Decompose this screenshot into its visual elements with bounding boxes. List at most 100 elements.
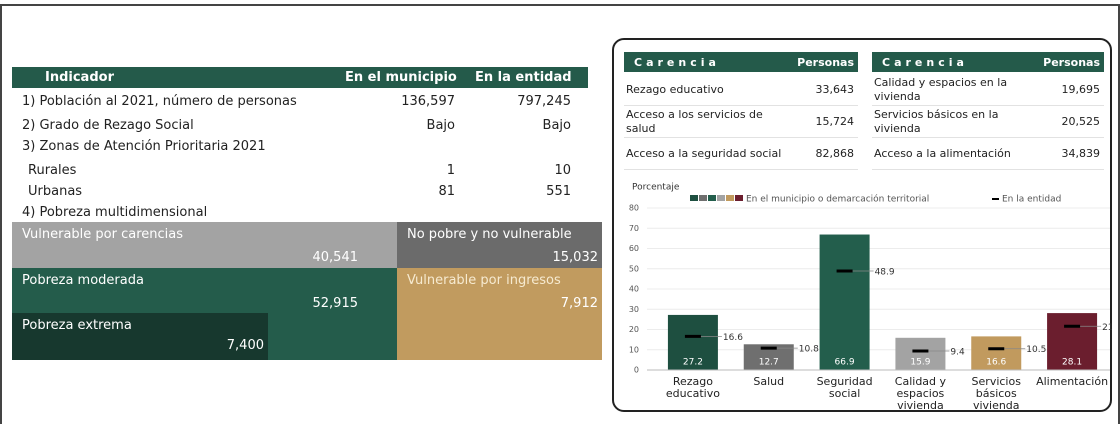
tile-value: 7,912 [560,296,598,311]
bar [971,336,1022,370]
entity-value-label: 16.6 [723,333,743,343]
poverty-tile: Vulnerable por carencias 40,541 [12,222,397,268]
x-tick-label: Calidad y espacios vivienda [894,375,947,412]
table-cell: Bajo [542,118,571,133]
legend-swatch [735,195,743,201]
carencia-value: 33,643 [815,83,855,96]
table-cell: Bajo [426,118,455,133]
entity-value-label: 9.4 [950,347,965,357]
y-tick-label: 70 [629,224,639,233]
bar-value-label: 27.2 [683,358,703,368]
bar-value-label: 28.1 [1062,358,1082,368]
table-cell: 81 [438,184,455,199]
poverty-tile: Pobreza extrema 7,400 [12,313,268,360]
x-tick-label: Salud [753,375,785,388]
carencias-header: Carencia [882,56,968,69]
y-tick-label: 80 [629,204,639,213]
chart: Porcentaje 0 10 20 30 40 50 60 70 80 En el municip… [629,183,1112,375]
y-tick-label: 50 [629,264,639,273]
bar [819,234,870,370]
tile-value: 7,400 [226,338,264,353]
carencias-panel [612,38,1112,412]
frame [0,4,1120,424]
bar [1047,313,1098,370]
carencia-value: 34,839 [1061,147,1101,160]
poverty-tile: No pobre y no vulnerable 15,032 [397,222,602,268]
table-cell: Urbanas [28,184,83,199]
tile-value: 52,915 [312,296,359,311]
table-cell: Rurales [28,163,77,178]
tile-label: Pobreza moderada [22,273,144,288]
carencia-name: Acceso a los servicios de salud [626,108,763,135]
poverty-tile: Vulnerable por ingresos 7,912 [397,268,602,360]
bar [667,314,718,370]
tile-label: No pobre y no vulnerable [407,227,572,242]
row-line [872,169,1104,170]
table-cell: 136,597 [401,94,455,109]
y-tick-label: 40 [629,285,639,294]
poverty-tile: Pobreza moderada 52,915 [12,268,397,313]
row-line [624,105,858,106]
entity-value-label: 48.9 [875,267,895,277]
carencias-header: Personas [797,56,854,69]
tile-label: Vulnerable por ingresos [407,273,561,288]
carencia-name: Rezago educativo [626,83,724,96]
carencia-value: 19,695 [1061,83,1101,96]
row-line [624,137,858,138]
table-cell: 551 [546,184,571,199]
carencia-name: Acceso a la alimentación [874,147,1011,160]
tile-bg [268,313,397,360]
bar-value-label: 12.7 [759,358,779,368]
carencia-name: Calidad y espacios en la vivienda [874,76,1008,103]
row-line [872,137,1104,138]
bar-value-label: 16.6 [986,358,1006,368]
entity-value-label: 10.8 [799,345,819,355]
table-cell: 797,245 [517,94,571,109]
carencia-value: 82,868 [815,147,855,160]
carencia-name: Acceso a la seguridad social [626,147,782,160]
carencias-header-bg [624,52,858,72]
y-tick-label: 10 [629,345,639,354]
carencias-header-bg [872,52,1104,72]
tile-label: Vulnerable por carencias [22,227,183,242]
table-cell: 3) Zonas de Atención Prioritaria 2021 [22,139,266,154]
legend-swatch [708,195,716,201]
carencia-value: 15,724 [815,115,855,128]
y-axis-label: Porcentaje [632,183,680,193]
table-cell: 10 [554,163,571,178]
table-header-cell: En la entidad [475,70,572,85]
y-tick-label: 20 [629,325,639,334]
tile-value: 40,541 [312,250,359,265]
table-cell: 4) Pobreza multidimensional [22,205,208,220]
table-header-cell: Indicador [45,70,114,85]
carencia-name: Servicios básicos en la vivienda [874,108,999,135]
legend-swatch [717,195,725,201]
table-header-cell: En el municipio [345,70,457,85]
bar [895,337,946,370]
y-tick-label: 0 [634,366,639,375]
bar-value-label: 66.9 [835,358,855,368]
y-tick-label: 60 [629,244,639,253]
y-tick-label: 30 [629,305,639,314]
legend-swatch [699,195,707,201]
x-tick-label: Servicios básicos vivienda [971,375,1021,412]
bar-value-label: 15.9 [910,358,930,368]
page: Porcentaje 0 10 20 30 40 50 60 70 80 En el municip… [0,4,1120,424]
legend-swatch [690,195,698,201]
carencias-header: Carencia [634,56,720,69]
entity-value-label: 21.6 [1102,323,1112,333]
x-tick-label: Seguridad social [816,375,873,400]
x-tick-label: Alimentación [1036,375,1109,388]
row-line [624,169,858,170]
tile-label: Pobreza extrema [22,318,132,333]
entity-value-label: 10.5 [1026,345,1046,355]
legend-label: En la entidad [1002,195,1061,205]
row-line [872,105,1104,106]
table-cell: 2) Grado de Rezago Social [22,118,194,133]
legend-label: En el municipio o demarcación territoria… [746,194,929,205]
table-header [12,67,588,88]
table-cell: 1 [446,163,455,178]
table-cell: 1) Población al 2021, número de personas [22,94,297,109]
tile-value: 15,032 [552,250,599,265]
legend-swatch [726,195,734,201]
